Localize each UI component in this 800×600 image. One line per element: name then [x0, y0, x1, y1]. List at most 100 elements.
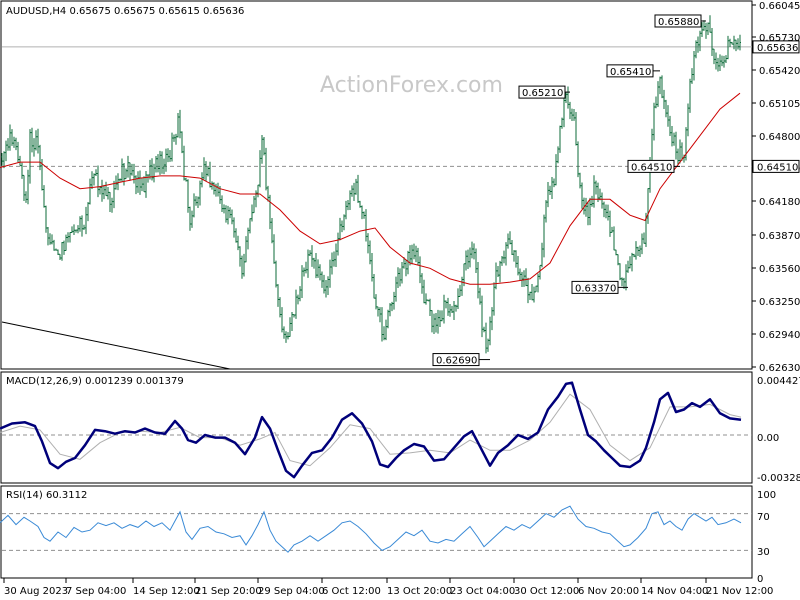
ohlc-bar	[495, 262, 497, 290]
ohlc-bar	[395, 276, 397, 302]
ohlc-bar	[659, 76, 661, 95]
ohlc-bar	[95, 169, 97, 177]
time-tick-label: 14 Nov 04:00	[641, 586, 708, 597]
ohlc-bar	[93, 173, 95, 186]
ohlc-bar	[115, 175, 117, 190]
price-annotation: 0.65880	[654, 14, 706, 28]
time-tick-label: 21 Nov 12:00	[706, 586, 773, 597]
ohlc-bar	[373, 273, 375, 299]
ohlc-bar	[485, 322, 487, 354]
ohlc-bar	[675, 131, 677, 160]
price-tick-label: 0.63870	[759, 231, 800, 242]
ohlc-bar	[539, 264, 541, 280]
ohlc-bar	[135, 175, 137, 195]
ohlc-bar	[657, 81, 659, 107]
price-tick-label: 0.65105	[759, 99, 800, 110]
ohlc-bar	[595, 180, 597, 195]
ohlc-bar	[185, 177, 187, 182]
ohlc-bar	[555, 154, 557, 186]
current-price-label-box	[752, 40, 800, 54]
ohlc-bar	[611, 226, 613, 233]
ohlc-bar	[149, 159, 151, 180]
ohlc-bar	[153, 163, 155, 183]
ohlc-bar	[353, 182, 355, 201]
ohlc-bar	[241, 255, 243, 279]
ohlc-bar	[713, 48, 715, 65]
price-tick-label: 0.64180	[759, 197, 800, 208]
ohlc-bar	[437, 309, 439, 334]
ohlc-bar	[231, 209, 233, 225]
ohlc-bar	[465, 250, 467, 271]
ohlc-bar	[493, 282, 495, 316]
ohlc-bar	[411, 244, 413, 265]
ohlc-bar	[671, 125, 673, 147]
watermark: ActionForex.com	[320, 73, 503, 98]
ohlc-bar	[9, 124, 11, 151]
ohlc-bar	[443, 294, 445, 324]
time-tick-label: 30 Oct 12:00	[514, 586, 579, 597]
ohlc-bar	[327, 276, 329, 296]
ohlc-bar	[625, 264, 627, 291]
ohlc-bar	[249, 218, 251, 234]
ohlc-bar	[341, 220, 343, 233]
ohlc-bar	[37, 128, 39, 154]
ohlc-bar	[303, 267, 305, 277]
ohlc-bar	[333, 251, 335, 267]
ohlc-bar	[637, 246, 639, 256]
price-annotation: 0.62690	[432, 353, 490, 367]
ohlc-bar	[603, 201, 605, 218]
ohlc-bar	[119, 178, 121, 182]
rsi-line	[0, 505, 742, 553]
price-tick-label: 0.62630	[759, 363, 800, 374]
ohlc-bar	[583, 197, 585, 215]
ohlc-bar	[211, 181, 213, 190]
ohlc-bar	[251, 204, 253, 222]
ohlc-bar	[197, 196, 199, 209]
ohlc-bar	[343, 214, 345, 231]
annotation-label: 0.65210	[522, 88, 563, 99]
rsi-tick-label: 0	[757, 574, 763, 585]
ohlc-bar	[591, 195, 593, 207]
ohlc-bar	[247, 227, 249, 250]
ohlc-bar	[519, 268, 521, 281]
ohlc-bar	[593, 175, 595, 208]
ohlc-bar	[27, 169, 29, 205]
price-annotation: 0.65210	[518, 85, 570, 99]
ohlc-bar	[221, 195, 223, 212]
ohlc-bar	[469, 247, 471, 268]
ohlc-bar	[77, 225, 79, 234]
ohlc-bar	[413, 243, 415, 260]
ohlc-bar	[573, 109, 575, 121]
ohlc-bar	[201, 172, 203, 188]
ohlc-bar	[147, 174, 149, 183]
ohlc-bar	[647, 188, 649, 224]
time-tick-label: 6 Oct 12:00	[322, 586, 381, 597]
ohlc-bar	[597, 182, 599, 202]
ohlc-bar	[11, 129, 13, 146]
ohlc-bar	[187, 179, 189, 213]
ohlc-bar	[237, 235, 239, 251]
ohlc-bar	[543, 214, 545, 258]
ohlc-bar	[155, 155, 157, 173]
ohlc-bar	[17, 141, 19, 163]
ohlc-bar	[107, 186, 109, 200]
ohlc-bar	[419, 256, 421, 284]
ohlc-bar	[725, 55, 727, 64]
ohlc-bar	[569, 101, 571, 120]
ohlc-bar	[79, 216, 81, 232]
ohlc-bar	[125, 168, 127, 180]
ohlc-bar	[15, 137, 17, 151]
ohlc-bar	[433, 313, 435, 335]
ohlc-bar	[177, 113, 179, 138]
ohlc-bar	[239, 246, 241, 267]
ohlc-bar	[397, 267, 399, 288]
ohlc-bar	[67, 232, 69, 243]
ohlc-bar	[703, 20, 705, 31]
ohlc-bar	[91, 171, 93, 190]
ohlc-bar	[427, 299, 429, 302]
ohlc-bar	[407, 250, 409, 275]
ohlc-bar	[347, 200, 349, 211]
ohlc-bar	[29, 129, 31, 184]
ohlc-bar	[329, 259, 331, 288]
ohlc-bar	[351, 185, 353, 197]
